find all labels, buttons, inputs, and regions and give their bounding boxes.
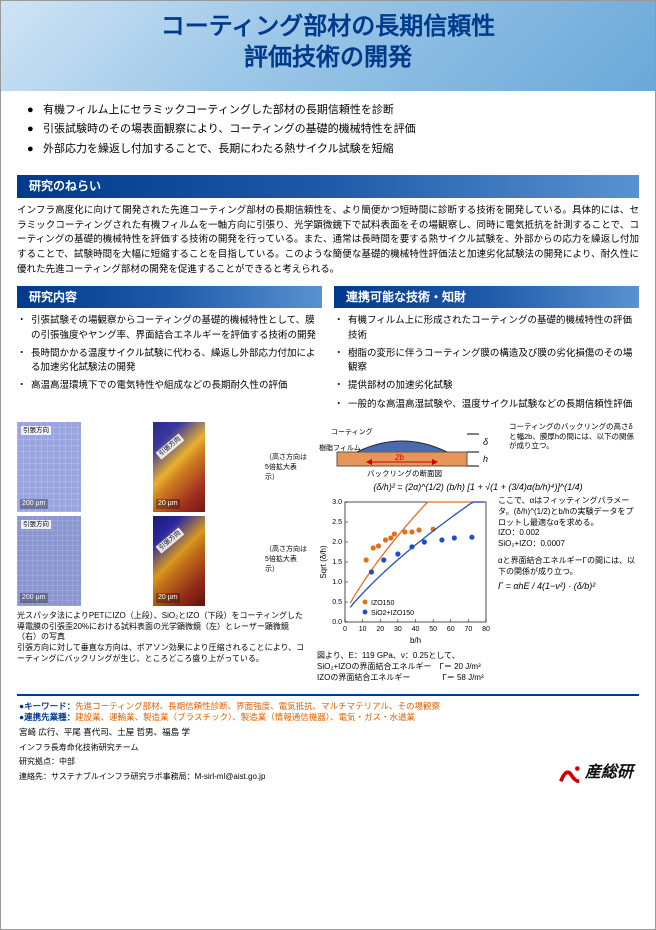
equations-block: (δ/h)² = (2α)^(1/2) (b/h) [1 + √(1 + (3/…: [317, 481, 639, 493]
svg-text:b/h: b/h: [410, 636, 421, 645]
svg-text:60: 60: [447, 626, 455, 633]
micrograph-tr: 引張方向 20 µm: [153, 422, 205, 512]
equation-2: Γ = αhE / 4(1−ν²) · (δ/b)²: [498, 580, 639, 592]
keywords-value: 先進コーティング部材、長期信頼性診断、界面強度、電気抵抗、マルチマテリアル、その…: [75, 701, 440, 711]
conclusion-line2: IZOの界面結合エネルギー Γ＝ 58 J/m²: [317, 672, 639, 683]
industries-label: ●連携先業種：: [19, 712, 75, 722]
footer: ●キーワード：先進コーティング部材、長期信頼性診断、界面強度、電気抵抗、マルチマ…: [17, 694, 639, 787]
header-banner: コーティング部材の長期信頼性 評価技術の開発: [1, 1, 655, 91]
collab-item: 提供部材の加速劣化試験: [334, 379, 639, 393]
buckling-diagram: δ h 2b コーティング 樹脂フィルム バックリングの断面図 コーティングのバ…: [317, 422, 639, 478]
scalebar: 200 µm: [20, 593, 48, 603]
svg-text:0: 0: [343, 626, 347, 633]
collab-item: 樹脂の変形に伴うコーティング膜の構造及び膜の劣化損傷のその場観察: [334, 347, 639, 376]
conclusion-line1: SiO₂+IZOの界面結合エネルギー Γ＝ 20 J/m²: [317, 661, 639, 672]
svg-text:50: 50: [429, 626, 437, 633]
base-line: 研究拠点：中部: [19, 756, 637, 767]
svg-text:30: 30: [394, 626, 402, 633]
section-label-aim: 研究のねらい: [17, 175, 639, 198]
collab-item: 有機フィルム上に形成されたコーティングの基礎的機械特性の評価技術: [334, 314, 639, 343]
micrograph-caption: 光スパッタ法によりPETにIZO（上段）、SiO₂とIZO（下段）をコーティング…: [17, 611, 307, 665]
analysis-panel: δ h 2b コーティング 樹脂フィルム バックリングの断面図 コーティングのバ…: [317, 422, 639, 684]
tension-arrow-label: 引張方向: [156, 527, 185, 553]
svg-text:70: 70: [464, 626, 472, 633]
two-column-region: 研究内容 引張試験その場観察からコーティングの基礎的機械特性として、膜の引張強度…: [1, 286, 655, 416]
research-item: 長時間かかる温度サイクル試験に代わる、繰返し外部応力付加による加速劣化試験法の開…: [17, 347, 322, 376]
svg-text:2.5: 2.5: [332, 519, 342, 526]
summary-bullet: 外部応力を繰返し付加することで、長期にわたる熱サイクル試験を短縮: [27, 142, 629, 157]
page-title: コーティング部材の長期信頼性 評価技術の開発: [21, 11, 635, 73]
buckling-note: コーティングのバックリングの高さδと幅2b、膜厚hの間には、以下の関係が成り立つ…: [509, 422, 639, 451]
title-line-2: 評価技術の開発: [244, 44, 412, 71]
svg-text:0.0: 0.0: [332, 619, 342, 626]
equation-1: (δ/h)² = (2α)^(1/2) (b/h) [1 + √(1 + (3/…: [317, 481, 639, 493]
figures-region: 引張方向 200 µm 引張方向 200 µm 引張方向 20 µm 引張方向 …: [1, 416, 655, 690]
keywords-label: ●キーワード：: [19, 701, 75, 711]
authors-line: 宮崎 広行、平尾 喜代司、土屋 哲男、福島 学: [19, 727, 637, 739]
chart-side-notes: ここで、αはフィッティングパラメータ。(δ/h)^(1/2)とb/hの実験データ…: [498, 496, 639, 646]
contact-line: 連絡先：サステナブルインフラ研究ラボ事務局：M-sirl-ml@aist.go.…: [19, 771, 637, 782]
magnification-note: （高さ方向は 5倍拡大表示）: [265, 453, 307, 482]
micrograph-bl: 引張方向 200 µm: [17, 516, 81, 606]
keywords-line: ●キーワード：先進コーティング部材、長期信頼性診断、界面強度、電気抵抗、マルチマ…: [19, 701, 637, 713]
aist-logo: 産総研: [559, 762, 633, 784]
chart-conclusion: 図より、E：119 GPa、ν：0.25として、 SiO₂+IZOの界面結合エネ…: [317, 650, 639, 684]
svg-text:20: 20: [376, 626, 384, 633]
research-item: 高温高湿環境下での電気特性や組成などの長期耐久性の評価: [17, 379, 322, 393]
research-list: 引張試験その場観察からコーティングの基礎的機械特性として、膜の引張強度やヤング率…: [17, 314, 322, 393]
summary-bullet: 有機フィルム上にセラミックコーティングした部材の長期信頼性を診断: [27, 103, 629, 118]
conclusion-pre: 図より、E：119 GPa、ν：0.25として、: [317, 650, 639, 661]
scalebar: 20 µm: [156, 499, 180, 509]
team-line: インフラ長寿命化技術研究チーム: [19, 742, 637, 753]
scalebar: 20 µm: [156, 593, 180, 603]
section-label-research: 研究内容: [17, 286, 322, 309]
micrograph-panel: 引張方向 200 µm 引張方向 200 µm 引張方向 20 µm 引張方向 …: [17, 422, 307, 684]
h-label: h: [483, 454, 488, 464]
scalebar: 200 µm: [20, 499, 48, 509]
svg-text:40: 40: [412, 626, 420, 633]
aim-paragraph: インフラ高度化に向けて開発された先進コーティング部材の長期信頼性を、より簡便かつ…: [1, 204, 655, 286]
tension-arrow-label: 引張方向: [21, 520, 51, 529]
summary-bullet: 引張試験時のその場表面観察により、コーティングの基礎的機械特性を評価: [27, 122, 629, 137]
svg-text:2.0: 2.0: [332, 539, 342, 546]
collab-item: 一般的な高温高湿試験や、温度サイクル試験などの長期信頼性評価: [334, 398, 639, 412]
research-column: 研究内容 引張試験その場観察からコーティングの基礎的機械特性として、膜の引張強度…: [17, 286, 322, 416]
svg-text:80: 80: [482, 626, 490, 633]
micrograph-br: 引張方向 20 µm: [153, 516, 205, 606]
summary-bullets: 有機フィルム上にセラミックコーティングした部材の長期信頼性を診断 引張試験時のそ…: [1, 91, 655, 169]
gamma-note: αと界面結合エネルギーΓの間には、以下の関係が成り立つ。: [498, 556, 639, 578]
industries-line: ●連携先業種：建設業、運輸業、製造業（プラスチック）、製造業（情報通信機器）、電…: [19, 712, 637, 724]
twob-label: 2b: [394, 453, 404, 462]
collab-column: 連携可能な技術・知財 有機フィルム上に形成されたコーティングの基礎的機械特性の評…: [334, 286, 639, 416]
svg-text:SiO2+IZO150: SiO2+IZO150: [371, 610, 414, 617]
svg-text:3.0: 3.0: [332, 499, 342, 506]
collab-list: 有機フィルム上に形成されたコーティングの基礎的機械特性の評価技術 樹脂の変形に伴…: [334, 314, 639, 412]
industries-value: 建設業、運輸業、製造業（プラスチック）、製造業（情報通信機器）、電気・ガス・水道…: [75, 712, 415, 722]
alpha-note: ここで、αはフィッティングパラメータ。(δ/h)^(1/2)とb/hの実験データ…: [498, 496, 639, 528]
magnification-note: （高さ方向は 5倍拡大表示）: [265, 545, 307, 574]
logo-text: 産総研: [585, 762, 633, 784]
svg-text:0.5: 0.5: [332, 599, 342, 606]
micrograph-tl: 引張方向 200 µm: [17, 422, 81, 512]
logo-mark-icon: [559, 763, 581, 785]
delta-label: δ: [483, 437, 489, 447]
sio-alpha: SiO₂+IZO：0.0007: [498, 539, 639, 550]
coating-label: コーティング: [331, 427, 373, 436]
svg-text:1.5: 1.5: [332, 559, 342, 566]
title-line-1: コーティング部材の長期信頼性: [161, 13, 496, 40]
section-label-collab: 連携可能な技術・知財: [334, 286, 639, 309]
tension-arrow-label: 引張方向: [21, 426, 51, 435]
svg-text:10: 10: [359, 626, 367, 633]
tension-arrow-label: 引張方向: [156, 433, 185, 459]
film-label: 樹脂フィルム: [319, 443, 361, 452]
svg-text:Sqrt (δ/h): Sqrt (δ/h): [319, 545, 328, 579]
research-item: 引張試験その場観察からコーティングの基礎的機械特性として、膜の引張強度やヤング率…: [17, 314, 322, 343]
svg-text:1.0: 1.0: [332, 579, 342, 586]
svg-text:IZO150: IZO150: [371, 600, 394, 607]
scatter-chart: 0 10 20 30 40 50 60 70 80 0.0 0.5 1.0 1.5 2.0 2.5 3.0 b/…: [317, 496, 492, 646]
chart-block: 0 10 20 30 40 50 60 70 80 0.0 0.5 1.0 1.5 2.0 2.5 3.0 b/…: [317, 496, 639, 646]
izo-alpha: IZO：0.002: [498, 528, 639, 539]
buckling-caption: バックリングの断面図: [367, 468, 442, 478]
